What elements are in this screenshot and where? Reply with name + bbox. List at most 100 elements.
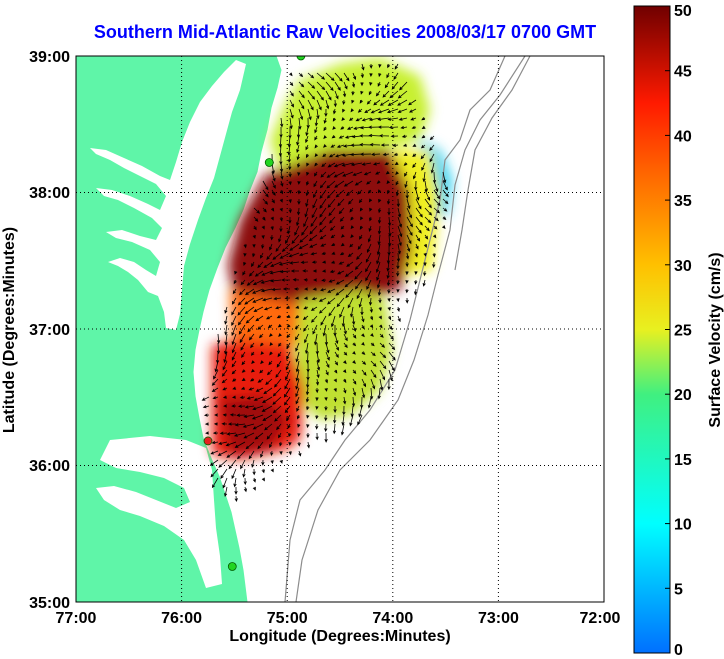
velocity-arrow (298, 243, 309, 250)
velocity-arrow (252, 252, 256, 258)
velocity-arrow (424, 216, 432, 224)
velocity-arrow (339, 216, 345, 222)
colorbar-tick-label-10: 10 (674, 517, 692, 534)
velocity-arrow (433, 216, 439, 222)
velocity-arrow (320, 171, 327, 178)
velocity-arrow (319, 225, 327, 233)
velocity-arrow (246, 396, 255, 400)
velocity-arrow (272, 405, 282, 414)
velocity-arrow (395, 171, 399, 175)
velocity-arrow (305, 144, 309, 151)
velocity-arrow (361, 351, 366, 355)
velocity-arrow (410, 117, 417, 121)
velocity-arrow (387, 117, 399, 121)
velocity-arrow (414, 288, 418, 296)
velocity-arrow (406, 198, 411, 210)
velocity-arrow (333, 171, 345, 178)
velocity-arrow (396, 261, 400, 270)
velocity-arrow (231, 369, 237, 375)
colorbar-tick-label-0: 0 (674, 642, 683, 659)
velocity-arrow (293, 287, 300, 291)
velocity-arrow (234, 270, 238, 275)
velocity-arrow (396, 198, 400, 208)
velocity-arrow (231, 306, 237, 316)
velocity-arrow (350, 216, 354, 221)
velocity-arrow (253, 207, 261, 214)
station-north (296, 56, 306, 61)
velocity-arrow (252, 234, 256, 239)
velocity-arrow (380, 143, 390, 147)
velocity-arrow (386, 198, 391, 205)
velocity-arrow (373, 99, 381, 106)
velocity-arrow (252, 423, 264, 430)
velocity-arrow (340, 234, 345, 238)
velocity-arrow (395, 180, 399, 186)
velocity-arrow (349, 243, 354, 248)
velocity-arrow (287, 144, 291, 156)
velocity-arrow (346, 189, 354, 197)
velocity-arrow (239, 333, 246, 344)
velocity-arrow (305, 126, 309, 137)
colorbar-tick-label-40: 40 (674, 128, 692, 145)
velocity-arrow (253, 225, 257, 231)
velocity-arrow (277, 324, 282, 328)
velocity-arrow (221, 422, 228, 426)
velocity-arrow (222, 413, 228, 417)
velocity-arrow (314, 171, 318, 177)
velocity-arrow (344, 270, 354, 277)
velocity-arrow (315, 423, 319, 430)
velocity-arrow (387, 306, 391, 311)
velocity-arrow (343, 351, 348, 356)
velocity-arrow (243, 477, 247, 486)
velocity-arrow (285, 234, 291, 244)
velocity-arrow (414, 252, 418, 258)
velocity-arrow (387, 297, 391, 303)
velocity-arrow (313, 180, 318, 188)
velocity-arrow (378, 297, 382, 304)
velocity-arrow (332, 423, 337, 435)
velocity-arrow (338, 261, 345, 265)
colorbar: 0 5 10 15 20 25 30 35 40 45 50 Surface Velocity (c… (633, 3, 724, 659)
y-tick-label-3: 38:00 (29, 185, 70, 202)
velocity-arrow (295, 378, 300, 390)
velocity-arrow (231, 404, 237, 408)
velocity-arrow (433, 180, 439, 193)
velocity-arrow (334, 90, 339, 100)
velocity-arrow (397, 216, 402, 228)
velocity-arrow (275, 243, 282, 252)
velocity-arrow (319, 189, 327, 199)
velocity-arrow (331, 242, 336, 247)
contour-slope (295, 56, 526, 602)
velocity-arrow (404, 171, 408, 177)
velocity-arrow (325, 81, 334, 91)
velocity-arrow (252, 243, 256, 248)
velocity-arrow (349, 207, 354, 213)
velocity-arrow (244, 306, 255, 315)
velocity-arrow (298, 108, 304, 121)
velocity-arrow (323, 144, 327, 148)
velocity-arrow (279, 225, 283, 233)
velocity-arrow (270, 207, 275, 212)
velocity-arrow (325, 342, 330, 354)
velocity-arrow (278, 234, 282, 243)
velocity-arrow (288, 441, 292, 446)
velocity-arrow (324, 387, 328, 392)
velocity-arrow (415, 216, 423, 226)
velocity-arrow (303, 216, 309, 228)
velocity-arrow (311, 315, 318, 323)
velocity-arrow (254, 270, 264, 277)
velocity-arrow (260, 252, 264, 259)
velocity-arrow (244, 297, 255, 305)
velocity-arrow (309, 243, 318, 248)
velocity-arrow (351, 99, 355, 104)
velocity-arrow (408, 99, 417, 106)
velocity-arrow (269, 441, 273, 449)
velocity-arrow (341, 414, 345, 426)
velocity-arrow (250, 369, 255, 373)
velocity-arrow (225, 441, 237, 447)
velocity-arrow (350, 306, 354, 318)
velocity-arrow (350, 108, 354, 113)
velocity-arrow (403, 152, 408, 156)
velocity-arrow (377, 108, 390, 114)
velocity-arrow (269, 243, 273, 251)
